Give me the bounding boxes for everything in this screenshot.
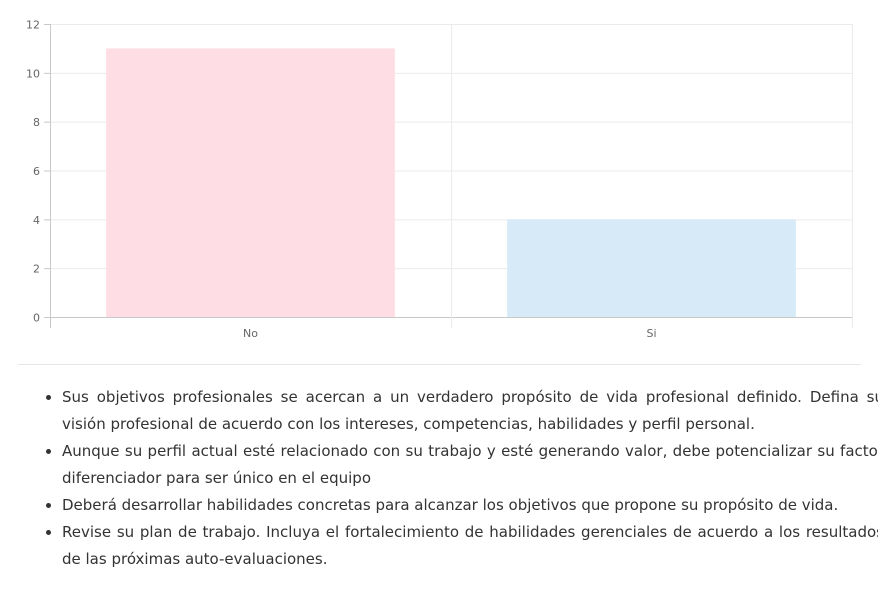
- section-divider: [18, 364, 861, 365]
- y-tick-label: 4: [33, 214, 40, 227]
- y-tick-label: 8: [33, 116, 40, 129]
- x-tick-label: Si: [646, 327, 656, 340]
- recommendations-list: Sus objetivos profesionales se acercan a…: [40, 384, 878, 573]
- y-tick-label: 6: [33, 165, 40, 178]
- y-tick-label: 12: [26, 19, 40, 32]
- bar-chart: 0 2 4 6 8 10 12 No Si: [26, 19, 853, 340]
- x-tick-label: No: [243, 327, 258, 340]
- recommendation-item: Sus objetivos profesionales se acercan a…: [62, 384, 878, 438]
- x-axis-ticks: No Si: [243, 327, 657, 340]
- y-tick-label: 0: [33, 312, 40, 325]
- chart-bars: [106, 48, 796, 318]
- recommendation-item: Deberá desarrollar habilidades concretas…: [62, 492, 878, 519]
- bar-no: [106, 48, 395, 318]
- recommendation-item: Revise su plan de trabajo. Incluya el fo…: [62, 519, 878, 573]
- recommendation-item: Aunque su perfil actual esté relacionado…: [62, 438, 878, 492]
- y-tick-label: 2: [33, 263, 40, 276]
- y-axis-ticks: 0 2 4 6 8 10 12: [26, 19, 40, 325]
- y-tick-label: 10: [26, 67, 40, 80]
- bar-si: [507, 219, 796, 317]
